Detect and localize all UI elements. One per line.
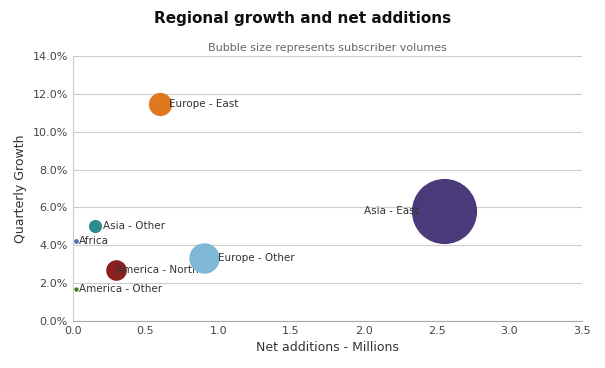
Text: Europe - East: Europe - East bbox=[169, 99, 238, 109]
Text: America - North: America - North bbox=[116, 265, 199, 275]
Text: Europe - Other: Europe - Other bbox=[218, 254, 295, 263]
Point bbox=[71, 238, 80, 244]
Point bbox=[439, 208, 449, 214]
Text: Asia - Other: Asia - Other bbox=[103, 221, 165, 231]
Point bbox=[111, 267, 121, 273]
Text: Asia - East: Asia - East bbox=[364, 206, 419, 216]
X-axis label: Net additions - Millions: Net additions - Millions bbox=[256, 341, 399, 354]
Point bbox=[155, 100, 165, 106]
Y-axis label: Quarterly Growth: Quarterly Growth bbox=[14, 134, 27, 243]
Point bbox=[90, 223, 99, 229]
Title: Bubble size represents subscriber volumes: Bubble size represents subscriber volume… bbox=[208, 43, 447, 53]
Text: Africa: Africa bbox=[79, 236, 108, 247]
Point bbox=[71, 286, 80, 291]
Point bbox=[199, 255, 209, 261]
Text: Regional growth and net additions: Regional growth and net additions bbox=[154, 11, 451, 26]
Text: America - Other: America - Other bbox=[79, 284, 162, 294]
